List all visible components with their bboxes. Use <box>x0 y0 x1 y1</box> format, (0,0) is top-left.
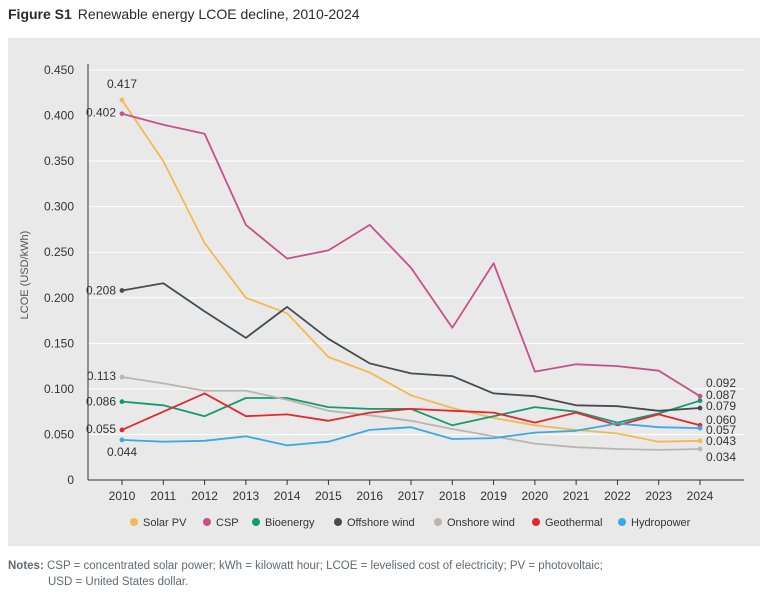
x-tick-label: 2014 <box>274 489 301 503</box>
legend-marker-bioenergy <box>252 518 260 526</box>
legend-label-solar-pv: Solar PV <box>143 517 187 529</box>
end-point-onshore-wind <box>697 446 703 452</box>
x-tick-label: 2010 <box>109 489 136 503</box>
start-label-solar-pv: 0.417 <box>107 77 137 91</box>
start-label-hydropower: 0.044 <box>107 445 137 459</box>
end-point-bioenergy <box>697 398 703 404</box>
y-tick-label: 0.350 <box>44 154 74 168</box>
legend-marker-offshore-wind <box>334 518 342 526</box>
end-label-csp: 0.092 <box>706 376 736 390</box>
y-tick-label: 0.150 <box>44 336 74 350</box>
x-tick-label: 2017 <box>398 489 425 503</box>
legend-label-csp: CSP <box>216 517 239 529</box>
start-label-csp: 0.402 <box>86 106 116 120</box>
y-axis-label: LCOE (USD/kWh) <box>19 231 31 320</box>
x-tick-label: 2018 <box>439 489 466 503</box>
y-tick-label: 0.450 <box>44 63 74 77</box>
end-point-offshore-wind <box>697 405 703 411</box>
x-tick-label: 2012 <box>191 489 218 503</box>
series-line-csp <box>121 112 701 397</box>
start-label-geothermal: 0.055 <box>86 422 116 436</box>
end-label-bioenergy: 0.087 <box>706 388 736 402</box>
end-label-solar-pv: 0.043 <box>706 434 736 448</box>
notes-line-1: CSP = concentrated solar power; kWh = ki… <box>46 560 603 572</box>
end-label-offshore-wind: 0.079 <box>706 399 736 413</box>
x-tick-label: 2015 <box>315 489 342 503</box>
series-line-solar-pv <box>121 99 701 443</box>
legend-marker-solar-pv <box>130 518 138 526</box>
figure-label: Figure S1 <box>8 6 72 22</box>
x-tick-label: 2011 <box>150 489 176 503</box>
x-tick-label: 2022 <box>604 489 631 503</box>
legend-marker-onshore-wind <box>434 518 442 526</box>
legend-marker-geothermal <box>532 518 540 526</box>
start-label-offshore-wind: 0.208 <box>86 283 116 297</box>
legend-marker-csp <box>203 518 211 526</box>
end-point-hydropower <box>697 425 703 431</box>
legend-label-bioenergy: Bioenergy <box>265 517 315 529</box>
series-line-onshore-wind <box>121 376 701 451</box>
chart-panel: 0 0.050 0.100 0.150 0.200 0.250 0.300 0.350 0.40… <box>8 38 760 546</box>
lcoe-line-chart: 0 0.050 0.100 0.150 0.200 0.250 0.300 0.350 0.40… <box>19 63 744 529</box>
series-line-hydropower <box>121 422 701 447</box>
end-label-onshore-wind: 0.034 <box>706 450 736 464</box>
x-tick-label: 2013 <box>233 489 260 503</box>
x-tick-label: 2019 <box>480 489 507 503</box>
legend-label-hydropower: Hydropower <box>631 517 691 529</box>
end-label-hydropower: 0.057 <box>706 423 736 437</box>
start-label-onshore-wind: 0.113 <box>87 369 116 383</box>
y-tick-label: 0.300 <box>44 200 74 214</box>
figure-title: Renewable energy LCOE decline, 2010-2024 <box>77 6 360 22</box>
notes-line-2: USD = United States dollar. <box>48 576 189 588</box>
x-tick-label: 2023 <box>645 489 672 503</box>
y-tick-label: 0.400 <box>44 109 74 123</box>
notes-label: Notes: <box>8 560 44 572</box>
start-label-bioenergy: 0.086 <box>86 395 116 409</box>
start-point-solar-pv <box>119 97 125 103</box>
x-tick-label: 2016 <box>356 489 383 503</box>
x-tick-label: 2021 <box>563 489 590 503</box>
figure-title-line: Figure S1 Renewable energy LCOE decline, … <box>8 6 360 22</box>
start-point-geothermal <box>119 427 125 433</box>
x-tick-label: 2020 <box>522 489 549 503</box>
start-point-hydropower <box>119 437 125 443</box>
legend-label-geothermal: Geothermal <box>545 517 602 529</box>
y-tick-label: 0.050 <box>44 427 74 441</box>
y-tick-label: 0.200 <box>44 291 74 305</box>
start-point-offshore-wind <box>119 288 125 293</box>
legend-label-offshore-wind: Offshore wind <box>347 517 415 529</box>
legend-marker-hydropower <box>618 518 626 526</box>
y-tick-label: 0 <box>67 473 74 487</box>
end-point-solar-pv <box>697 438 703 444</box>
start-point-csp <box>119 111 125 117</box>
series-line-geothermal <box>121 392 701 431</box>
end-point-csp <box>697 393 703 399</box>
legend-label-onshore-wind: Onshore wind <box>447 517 515 529</box>
y-tick-label: 0.100 <box>44 382 74 396</box>
end-label-geothermal: 0.060 <box>706 413 736 427</box>
notes: Notes: CSP = concentrated solar power; k… <box>8 558 603 590</box>
x-tick-label: 2024 <box>687 489 714 503</box>
start-point-onshore-wind <box>119 374 125 380</box>
series-line-offshore-wind <box>121 282 701 412</box>
y-tick-label: 0.250 <box>44 245 74 259</box>
start-point-bioenergy <box>119 399 125 405</box>
